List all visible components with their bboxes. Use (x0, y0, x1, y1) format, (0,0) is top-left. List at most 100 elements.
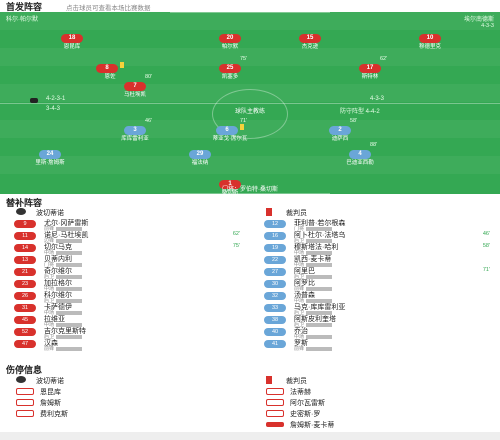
bench-player-row[interactable]: 22 凯西·麦卡蒂 中场 (256, 254, 496, 268)
rating-bar (306, 262, 333, 267)
player-position: 门将 (44, 261, 83, 268)
player-position: 后卫 (294, 273, 333, 280)
injury-coach-left-name: 波切蒂诺 (36, 378, 64, 385)
pitch-player[interactable]: 4 88' 巴迪亚西勒 (320, 142, 400, 167)
player-position-text: 门将 (294, 226, 305, 232)
injury-row[interactable]: 詹姆斯·麦卡蒂 (256, 419, 496, 430)
pitch-player[interactable]: 10 穆德里克 (390, 26, 470, 51)
bench-player-row[interactable]: 9 尤尔·冈萨雷斯 前锋 (6, 218, 246, 232)
player-position-text: 门将 (44, 262, 55, 268)
player-position: 中场 (294, 333, 333, 340)
rating-bar (56, 238, 83, 243)
rating-bar (306, 310, 333, 315)
player-name: 巴迪亚西勒 (346, 160, 374, 166)
injury-coach-left: 波切蒂诺 (6, 374, 246, 386)
lineup-note: 点击球员可查看本场比赛数据 (66, 5, 151, 12)
player-name: 汉森 (44, 340, 58, 347)
pitch-player[interactable]: 15 杰克逊 (270, 26, 350, 51)
player-number-badge: 21 (14, 268, 36, 276)
player-position-text: 中场 (44, 286, 55, 292)
injury-row[interactable]: 阿尔瓦雷斯 (256, 397, 496, 408)
player-name: 穆斯塔法·哈利 (294, 244, 339, 251)
bench-title: 替补阵容 (6, 198, 43, 208)
bench-player-row[interactable]: 27 阿里巴 后卫 71' (256, 266, 496, 280)
bench-player-row[interactable]: 52 吉尔克里斯特 后卫 (6, 326, 246, 340)
player-name: 拉维亚 (44, 316, 65, 323)
pitch-player[interactable]: 29 福法纳 (160, 142, 240, 167)
bench-player-row[interactable]: 38 阿斯皮利奎塔 后卫 (256, 314, 496, 328)
player-number-badge: 10 (419, 34, 441, 43)
substitution-time: 58' (482, 243, 490, 249)
player-number-badge: 41 (264, 340, 286, 348)
pitch-stripe (0, 156, 500, 174)
injury-left: 波切蒂诺 恩昆库 詹姆斯 费利克斯 (6, 374, 246, 419)
player-number-badge: 14 (14, 244, 36, 252)
pitch-player[interactable]: 25 75' 凯塞多 (190, 56, 270, 81)
player-name: 桑切斯 (221, 190, 239, 194)
injury-player-name: 法蒂赫 (290, 389, 311, 396)
pitch-player[interactable]: 7 80' 马杜埃凯 (95, 74, 175, 99)
bench-player-row[interactable]: 21 奇尔维尔 后卫 (6, 266, 246, 280)
pitch-player[interactable]: 6 71' 蒂亚戈·席尔瓦 (190, 118, 270, 143)
player-number-badge: 33 (264, 304, 286, 312)
injury-row[interactable]: 费利克斯 (6, 408, 246, 419)
bench-player-row[interactable]: 45 拉维亚 中场 (6, 314, 246, 328)
player-number-badge: 22 (264, 256, 286, 264)
player-number-badge: 47 (14, 340, 36, 348)
substitution-time: 75' (232, 243, 240, 249)
injury-row[interactable]: 法蒂赫 (256, 386, 496, 397)
player-event: 71' (240, 118, 248, 124)
bench-player-row[interactable]: 32 汤普森 中场 (256, 290, 496, 304)
injury-row[interactable]: 恩昆库 (6, 386, 246, 397)
pitch-player[interactable]: 2 58' 迪萨西 (300, 118, 380, 143)
bench-player-row[interactable]: 33 马克·库库雷利亚 后卫 (256, 302, 496, 316)
bench-player-row[interactable]: 26 科尔维尔 后卫 (6, 290, 246, 304)
player-number-badge: 7 (124, 82, 146, 91)
bench-player-row[interactable]: 14 切尔马克 中场 75' (6, 242, 246, 256)
footer-bar (0, 432, 500, 440)
player-position-text: 中场 (44, 322, 55, 328)
bench-player-row[interactable]: 19 穆斯塔法·哈利 中场 58' (256, 242, 496, 256)
player-name: 科尔维尔 (44, 292, 72, 299)
player-position: 中场 (44, 249, 83, 256)
player-number-badge: 13 (14, 256, 36, 264)
bench-player-row[interactable]: 31 卡萨德伊 中场 (6, 302, 246, 316)
substitution-time: 71' (482, 267, 490, 273)
rating-bar (56, 334, 83, 339)
injury-coach-right: 裁判员 (256, 374, 496, 386)
player-position: 后卫 (44, 333, 83, 340)
pitch-stripe (0, 48, 500, 66)
pitch-player[interactable]: 18 恩昆库 (32, 26, 112, 51)
formation-right: 4-3-3 (370, 96, 385, 102)
bench-player-row[interactable]: 47 汉森 前锋 (6, 338, 246, 352)
bench-player-row[interactable]: 12 菲利普·若尔根森 门将 (256, 218, 496, 232)
player-number-badge: 23 (14, 280, 36, 288)
pitch-player[interactable]: 1 桑切斯 (190, 172, 270, 194)
player-name: 迪萨西 (331, 136, 349, 142)
bench-player-row[interactable]: 41 罗斯 前锋 (256, 338, 496, 352)
bench-player-row[interactable]: 11 诺尼·马杜埃凯 边锋 62' (6, 230, 246, 244)
bench-player-row[interactable]: 23 加拉格尔 中场 (6, 278, 246, 292)
injury-row[interactable]: 詹姆斯 (6, 397, 246, 408)
bench-player-row[interactable]: 13 贝蒂内利 门将 (6, 254, 246, 268)
player-position-text: 前锋 (44, 346, 55, 352)
pitch-player[interactable]: 24 里斯·詹姆斯 (10, 142, 90, 167)
player-name: 斯特林 (361, 74, 379, 80)
pitch-player[interactable]: 17 62' 斯特林 (330, 56, 410, 81)
injury-row[interactable]: 史密斯·罗 (256, 408, 496, 419)
player-number-badge: 1 (219, 180, 241, 189)
center-circle (212, 89, 288, 139)
player-position: 中场 (44, 321, 83, 328)
injury-player-name: 史密斯·罗 (290, 411, 321, 418)
bench-player-row[interactable]: 40 乔治 中场 (256, 326, 496, 340)
pitch-player[interactable]: 20 帕尔默 (190, 26, 270, 51)
player-number-badge: 16 (264, 232, 286, 240)
bench-player-row[interactable]: 30 阿罗比 前锋 (256, 278, 496, 292)
pitch-player[interactable]: 3 46' 库库雷利亚 (95, 118, 175, 143)
player-position: 前锋 (44, 345, 83, 352)
formation-left-sub: 3-4-3 (46, 106, 61, 112)
pitch-player[interactable]: 8 恩佐 (70, 56, 150, 81)
player-number-badge: 31 (14, 304, 36, 312)
bench-player-row[interactable]: 16 阿卜杜尔·法塔乌 后卫 46' (256, 230, 496, 244)
player-name: 阿罗比 (294, 280, 315, 287)
